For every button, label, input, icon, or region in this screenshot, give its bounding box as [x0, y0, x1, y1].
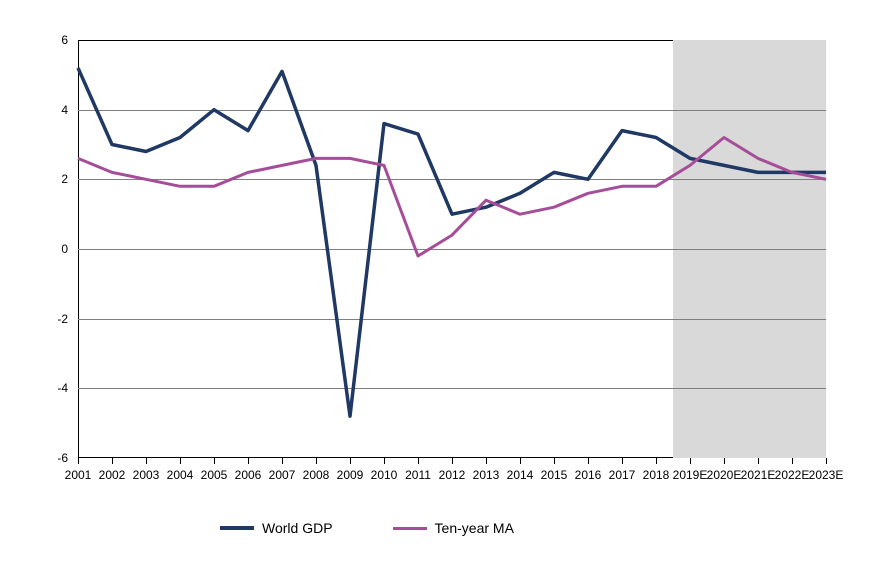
- x-tick: [112, 458, 113, 464]
- series-line: [78, 68, 826, 416]
- x-tick-label: 2019E: [673, 468, 708, 482]
- line-series-svg: [78, 40, 826, 458]
- y-tick-label: 6: [38, 33, 68, 47]
- x-tick: [146, 458, 147, 464]
- x-tick: [826, 458, 827, 464]
- x-tick: [180, 458, 181, 464]
- series-line: [78, 138, 826, 257]
- legend-item: World GDP: [220, 520, 333, 536]
- x-tick-label: 2005: [201, 468, 228, 482]
- legend-swatch: [393, 527, 427, 530]
- x-tick-label: 2004: [167, 468, 194, 482]
- x-tick-label: 2018: [643, 468, 670, 482]
- y-tick-label: 0: [38, 242, 68, 256]
- x-tick-label: 2003: [133, 468, 160, 482]
- legend-item: Ten-year MA: [393, 520, 514, 536]
- x-tick-label: 2023E: [809, 468, 844, 482]
- gdp-line-chart: -6 -4 -2 0 2 4 6 2001 2002 2003 2004 2005 2006 2007 2…: [0, 0, 874, 587]
- x-tick: [588, 458, 589, 464]
- x-tick-label: 2013: [473, 468, 500, 482]
- x-tick-label: 2006: [235, 468, 262, 482]
- legend: World GDP Ten-year MA: [220, 520, 514, 536]
- legend-label: World GDP: [262, 520, 333, 536]
- x-tick: [520, 458, 521, 464]
- x-tick: [554, 458, 555, 464]
- x-tick-label: 2012: [439, 468, 466, 482]
- x-tick: [486, 458, 487, 464]
- y-tick-label: 2: [38, 172, 68, 186]
- x-tick-label: 2008: [303, 468, 330, 482]
- x-tick-label: 2001: [65, 468, 92, 482]
- x-tick: [656, 458, 657, 464]
- y-tick-label: 4: [38, 103, 68, 117]
- x-tick-label: 2022E: [775, 468, 810, 482]
- plot-area: [78, 40, 826, 458]
- y-tick-label: -6: [38, 451, 68, 465]
- x-tick: [792, 458, 793, 464]
- x-tick: [248, 458, 249, 464]
- x-tick-label: 2021E: [741, 468, 776, 482]
- x-tick: [350, 458, 351, 464]
- y-tick-label: -4: [38, 381, 68, 395]
- x-tick: [384, 458, 385, 464]
- x-tick-label: 2011: [405, 468, 431, 482]
- x-tick: [724, 458, 725, 464]
- x-tick: [622, 458, 623, 464]
- x-tick: [418, 458, 419, 464]
- x-tick: [452, 458, 453, 464]
- x-tick-label: 2002: [99, 468, 126, 482]
- x-tick-label: 2009: [337, 468, 364, 482]
- x-tick-label: 2017: [609, 468, 636, 482]
- legend-swatch: [220, 526, 254, 530]
- x-tick: [214, 458, 215, 464]
- x-tick-label: 2007: [269, 468, 296, 482]
- x-tick-label: 2020E: [707, 468, 742, 482]
- x-tick: [316, 458, 317, 464]
- x-tick-label: 2016: [575, 468, 602, 482]
- legend-label: Ten-year MA: [435, 520, 514, 536]
- x-tick-label: 2010: [371, 468, 398, 482]
- x-tick: [758, 458, 759, 464]
- x-tick: [282, 458, 283, 464]
- x-tick-label: 2014: [507, 468, 534, 482]
- y-tick-label: -2: [38, 312, 68, 326]
- x-tick: [78, 458, 79, 464]
- x-tick: [690, 458, 691, 464]
- x-tick-label: 2015: [541, 468, 568, 482]
